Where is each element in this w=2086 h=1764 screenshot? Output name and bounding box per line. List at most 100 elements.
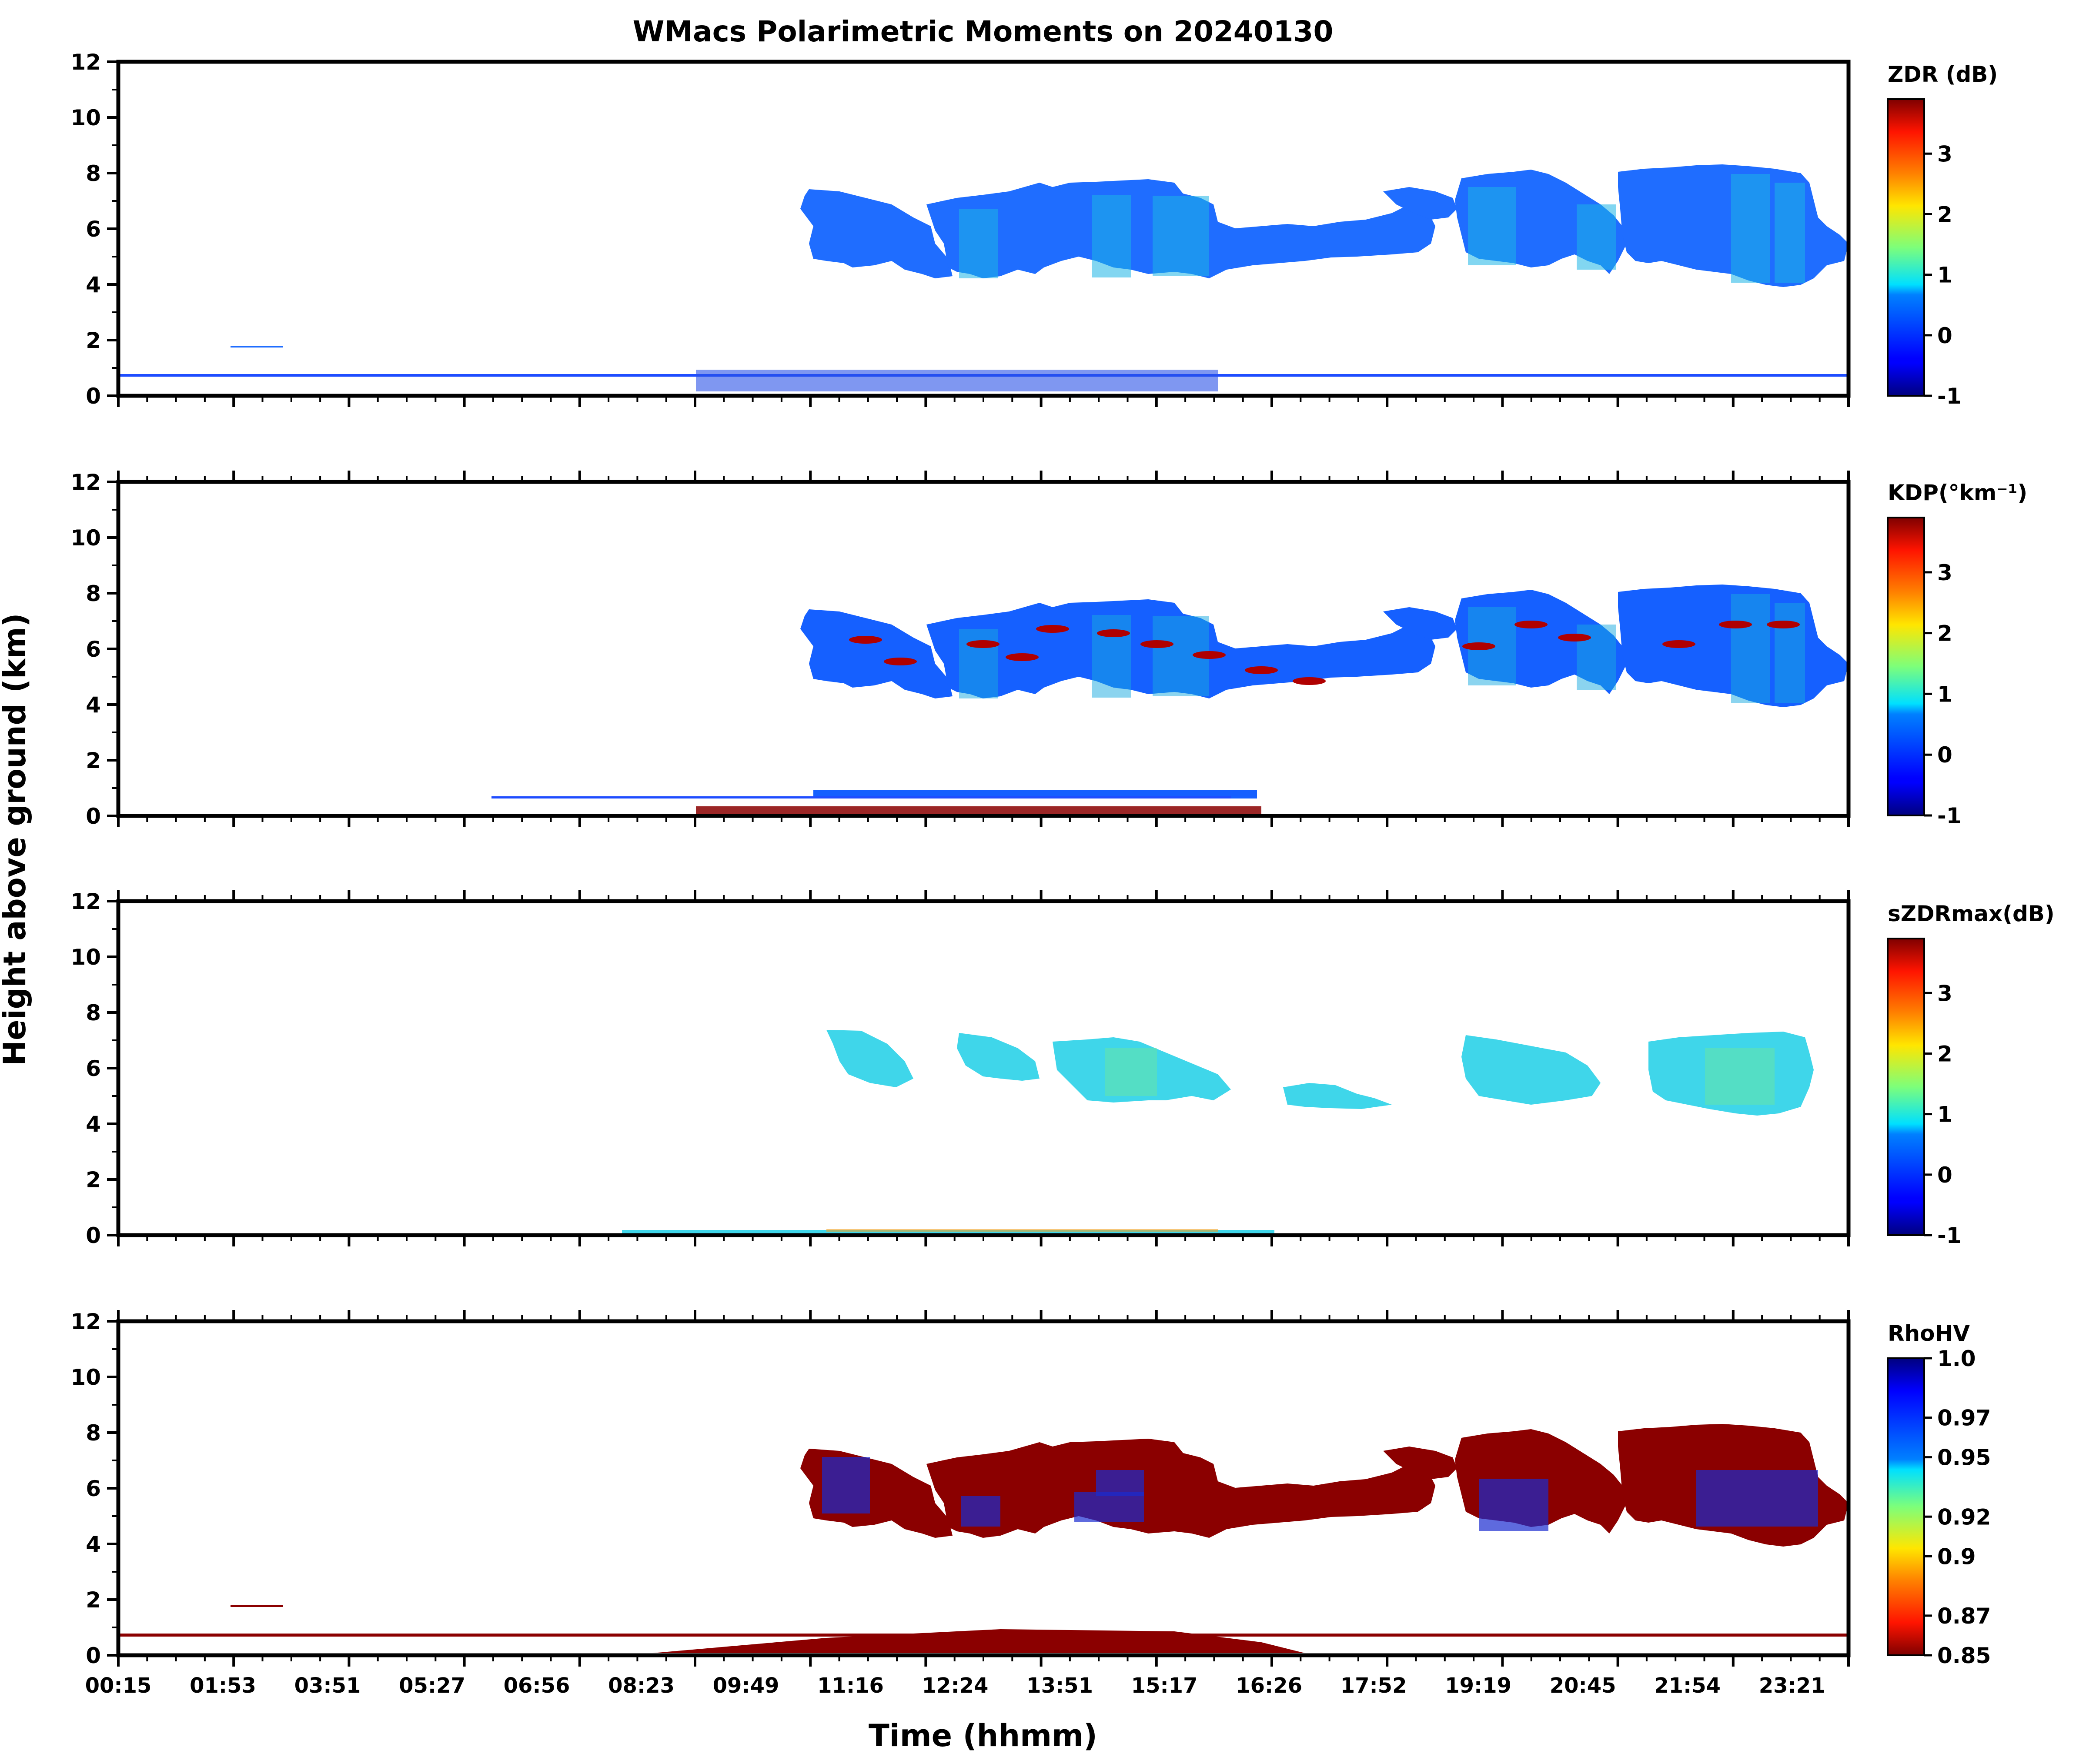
y-tick-label: 6 [86,217,101,242]
echo-region-3 [1383,187,1457,220]
colorbar-label: RhoHV [1888,1321,1970,1346]
kdp-band-15 [1767,621,1800,628]
szdr-core-2 [1705,1048,1775,1105]
colorbar-tick-label: 0.97 [1937,1406,1991,1431]
y-tick-label: 8 [86,1000,101,1026]
colorbar-tick-label: 1.0 [1937,1346,1976,1371]
isolated-echo [231,346,283,347]
kdp-band-14 [1719,621,1752,628]
colorbar-tick-label: 1 [1937,682,1952,707]
y-tick-label: 8 [86,1420,101,1446]
y-tick-label: 10 [70,105,101,130]
y-tick-label: 4 [86,272,101,297]
panel-kdp: 0 2 4 6 8 10 12 [70,470,1851,829]
colorbar-tick-label: 3 [1937,560,1952,585]
boundary-layer-echo [491,796,1231,798]
y-tick-label: 0 [86,804,101,829]
y-tick-label: 6 [86,1476,101,1501]
y-tick-label: 2 [86,1167,101,1193]
x-tick-label: 09:49 [713,1674,779,1698]
y-tick-label: 12 [70,889,101,914]
x-tick-label: 21:54 [1654,1674,1721,1698]
isolated-echo [231,1605,283,1607]
echo-column-6 [1731,174,1770,283]
kdp-band-16 [1006,653,1039,661]
y-axis-label: Height above ground (km) [0,613,33,1066]
y-tick-label: 6 [86,1056,101,1081]
colorbar-tick-label: 1 [1937,263,1952,288]
colorbar-tick-label: 0.9 [1937,1544,1976,1569]
x-tick-label: 19:19 [1445,1674,1511,1698]
y-tick-label: 10 [70,945,101,970]
x-tick-label: 06:56 [504,1674,570,1698]
colorbar-label: ZDR (dB) [1888,62,1998,87]
echo-column-3 [1153,196,1209,276]
x-tick-label: 15:17 [1131,1674,1198,1698]
colorbar-tick-label: -1 [1937,803,1962,829]
colorbar-tick-label: 0.85 [1937,1643,1991,1668]
y-tick-label: 12 [70,470,101,495]
x-tick-label: 08:23 [608,1674,675,1698]
x-tick-label: 01:53 [190,1674,256,1698]
low-rhohv-region-2 [961,1496,1000,1527]
echo-region-3 [1383,1447,1457,1479]
echo-column-2 [1092,195,1131,277]
low-rhohv-region-4 [1479,1479,1548,1531]
szdr-region-6 [1648,1032,1814,1116]
y-tick-label: 6 [86,637,101,662]
colorbar-tick-label: 0 [1937,1163,1952,1188]
x-tick-label: 16:26 [1236,1674,1302,1698]
y-tick-label: 10 [70,525,101,551]
kdp-band-8 [1245,666,1278,674]
colorbar-tick-label: 0.95 [1937,1445,1991,1470]
echo-column-1 [959,209,998,278]
x-tick-label: 03:51 [294,1674,361,1698]
echo-column-1 [959,629,998,698]
kdp-band-13 [1662,640,1695,648]
kdp-band-9 [1293,677,1326,685]
colorbar-gradient [1887,517,1925,816]
y-tick-label: 4 [86,1112,101,1137]
echo-column-5 [1577,204,1616,270]
surface-kdp-band [696,806,1261,814]
colorbar-gradient [1887,938,1925,1236]
y-tick-label: 12 [70,50,101,75]
echo-region-2 [926,1439,1435,1538]
colorbar-tick-label: 0.92 [1937,1504,1991,1530]
szdr-region-2 [957,1033,1040,1081]
panel-szdrmax: 0 2 4 6 8 10 12 [70,889,1851,1248]
y-tick-label: 2 [86,748,101,773]
surface-szdr-band [622,1230,1274,1234]
colorbar-tick-label: 0 [1937,323,1952,348]
szdr-region-5 [1461,1035,1601,1105]
y-tick-label: 12 [70,1309,101,1334]
colorbar-kdp: KDP(°km⁻¹) -1 0 1 2 3 [1887,480,2027,829]
y-tick-label: 0 [86,1223,101,1248]
y-tick-label: 2 [86,328,101,353]
colorbar-gradient [1887,1357,1925,1656]
echo-column-6 [1731,594,1770,703]
colorbar-tick-label: 2 [1937,621,1952,646]
low-rhohv-region-5 [1696,1470,1818,1527]
kdp-band-10 [1462,642,1495,650]
kdp-band-5 [1097,629,1130,637]
echo-column-7 [1775,603,1805,703]
colorbar-label: sZDRmax(dB) [1888,901,2055,926]
x-tick-label: 17:52 [1341,1674,1407,1698]
colorbar-tick-label: 3 [1937,981,1952,1006]
colorbar-rhohv: RhoHV 0.85 0.87 0.9 0.92 0.95 0.97 1.0 [1887,1321,1991,1668]
x-tick-label: 11:16 [817,1674,884,1698]
x-tick-label: 12:24 [922,1674,989,1698]
x-tick-label: 23:21 [1759,1674,1825,1698]
y-tick-label: 0 [86,384,101,409]
low-rhohv-region-3 [1074,1492,1144,1522]
y-tick-label: 4 [86,692,101,718]
kdp-band-4 [1036,625,1069,633]
kdp-band-1 [849,636,882,644]
x-tick-label: 13:51 [1026,1674,1093,1698]
colorbar-tick-label: -1 [1937,1223,1962,1248]
echo-column-2 [1092,615,1131,698]
x-axis-label: Time (hhmm) [869,1718,1097,1754]
y-tick-label: 8 [86,161,101,186]
echo-region-1 [800,609,953,698]
